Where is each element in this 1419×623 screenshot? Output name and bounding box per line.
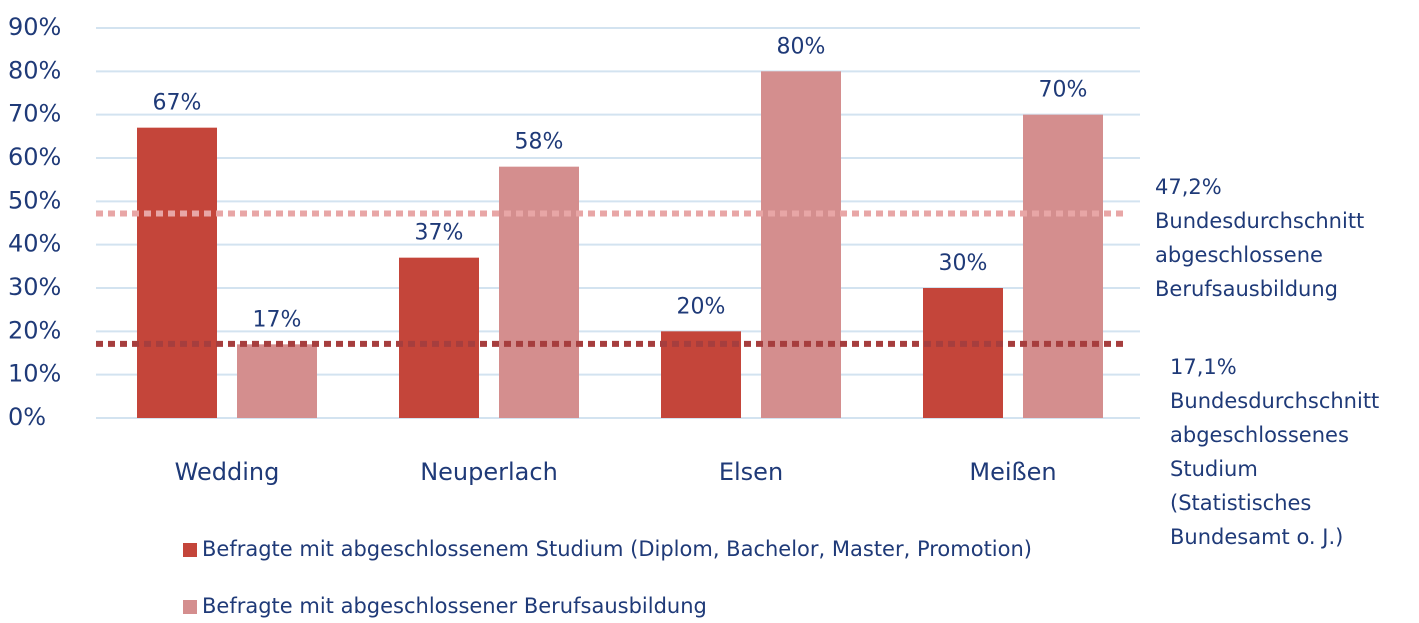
value-label: 58%	[515, 130, 564, 155]
y-tick-label: 10%	[8, 360, 61, 388]
y-tick-label: 70%	[8, 100, 61, 128]
reference-text: Berufsausbildung	[1155, 277, 1338, 301]
y-tick-label: 30%	[8, 273, 61, 301]
y-tick-label: 0%	[8, 403, 46, 431]
x-tick-label: Wedding	[175, 458, 280, 486]
reference-text: abgeschlossenes	[1170, 423, 1349, 447]
value-label: 37%	[415, 221, 464, 246]
y-tick-label: 80%	[8, 56, 61, 84]
bar	[399, 257, 479, 418]
y-tick-label: 60%	[8, 143, 61, 171]
x-tick-label: Neuperlach	[420, 458, 558, 486]
bar	[137, 127, 217, 419]
value-label: 30%	[939, 251, 988, 276]
y-tick-label: 20%	[8, 316, 61, 344]
reference-text: Studium	[1170, 457, 1258, 481]
legend-swatch	[183, 543, 197, 557]
value-label: 17%	[253, 307, 302, 332]
x-tick-label: Meißen	[969, 458, 1056, 486]
reference-text: abgeschlossene	[1155, 243, 1323, 267]
reference-label: 47,2%	[1155, 175, 1222, 199]
bar	[499, 166, 579, 418]
value-label: 20%	[677, 294, 726, 319]
reference-text: Bundesdurchschnitt	[1170, 389, 1379, 413]
bar	[1023, 114, 1103, 419]
bar	[761, 71, 841, 418]
reference-label: 17,1%	[1170, 355, 1237, 379]
legend-swatch	[183, 600, 197, 614]
y-tick-label: 40%	[8, 230, 61, 258]
value-label: 70%	[1039, 78, 1088, 103]
x-tick-label: Elsen	[719, 458, 783, 486]
reference-text: (Statistisches	[1170, 491, 1311, 515]
bar	[923, 288, 1003, 418]
reference-text: Bundesamt o. J.)	[1170, 525, 1343, 549]
legend-label: Befragte mit abgeschlossenem Studium (Di…	[202, 537, 1032, 561]
y-tick-label: 50%	[8, 186, 61, 214]
value-label: 67%	[153, 91, 202, 116]
legend-label: Befragte mit abgeschlossener Berufsausbi…	[202, 594, 707, 618]
bar	[237, 344, 317, 418]
value-label: 80%	[777, 34, 826, 59]
y-tick-label: 90%	[8, 13, 61, 41]
reference-text: Bundesdurchschnitt	[1155, 209, 1364, 233]
